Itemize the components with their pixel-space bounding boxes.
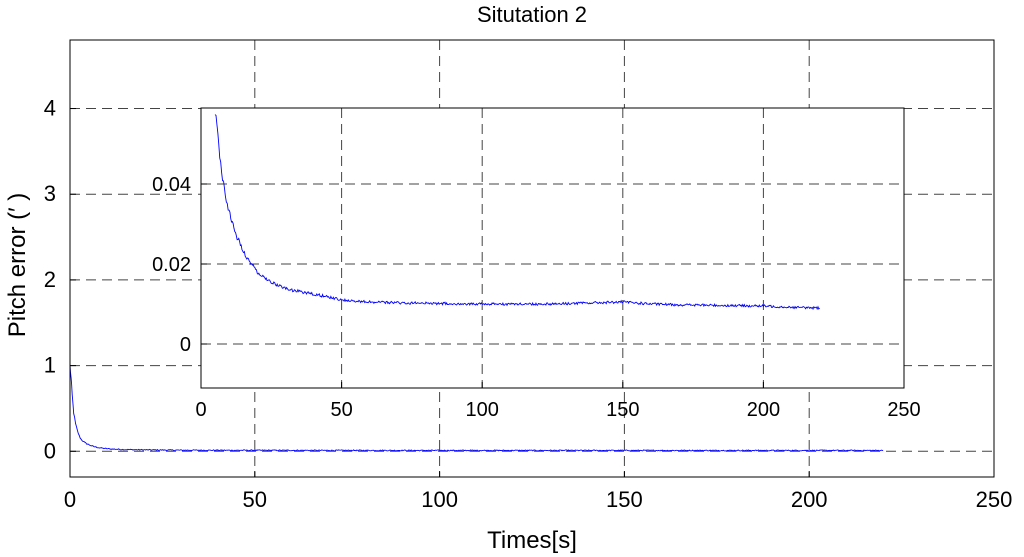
main-y-tick-label: 2 (44, 267, 56, 292)
main-x-tick-label: 50 (243, 487, 267, 512)
main-y-tick-label: 0 (44, 438, 56, 463)
inset-background (201, 108, 904, 388)
main-y-tick-label: 4 (44, 96, 56, 121)
inset-x-tick-label: 50 (330, 399, 352, 421)
main-series-line (69, 364, 884, 452)
main-ticks: 0 50 100 150 200 250 0 1 2 3 4 (44, 96, 1013, 512)
y-axis-label: Pitch error (′ ) (4, 193, 31, 338)
main-x-tick-label: 250 (976, 487, 1013, 512)
inset-x-tick-label: 200 (747, 399, 780, 421)
main-y-tick-label: 3 (44, 181, 56, 206)
inset-x-tick-label: 150 (606, 399, 639, 421)
main-x-tick-label: 100 (421, 487, 458, 512)
main-series (69, 364, 884, 452)
inset-plot-frame (200, 107, 905, 389)
inset-y-tick-label: 0 (180, 334, 191, 356)
inset-x-tick-label: 100 (466, 399, 499, 421)
inset-series-line (214, 114, 820, 311)
chart-title: Situtation 2 (477, 2, 587, 27)
main-plot-frame (69, 39, 995, 478)
inset-grid (201, 108, 904, 388)
inset-y-tick-label: 0.04 (152, 174, 191, 196)
inset-x-tick-label: 0 (195, 399, 206, 421)
main-x-tick-label: 0 (64, 487, 76, 512)
inset-series (214, 114, 820, 311)
main-x-tick-label: 150 (606, 487, 643, 512)
main-x-tick-label: 200 (791, 487, 828, 512)
inset-x-tick-label: 250 (887, 399, 920, 421)
inset-ticks: 0 50 100 150 200 250 0 0.02 0.04 (152, 174, 921, 421)
x-axis-label: Times[s] (487, 527, 577, 554)
inset-y-tick-label: 0.02 (152, 254, 191, 276)
inset-chart: 0 50 100 150 200 250 0 0.02 0.04 (152, 107, 921, 421)
main-y-tick-label: 1 (44, 353, 56, 378)
